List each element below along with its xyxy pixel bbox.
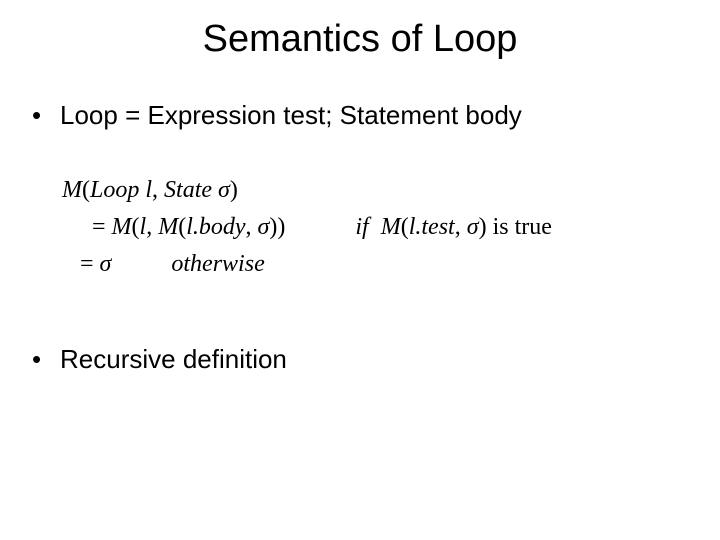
- m1-sigma: σ: [212, 177, 230, 203]
- m1-loop: Loop: [90, 177, 139, 203]
- math-block: M(Loop l, State σ) = M(l, M(l.body, σ)) …: [62, 172, 720, 284]
- math-line-3: = σ otherwise: [62, 246, 720, 283]
- bullet-2: Recursive definition: [0, 343, 720, 376]
- math-line-3-left: = σ: [62, 246, 111, 283]
- m2-istrue: is true: [487, 214, 552, 240]
- m1-M: M: [62, 177, 82, 203]
- math-line-2: = M(l, M(l.body, σ)) if M(l.test, σ) is …: [62, 209, 720, 246]
- m2-close: )): [269, 214, 285, 240]
- bullet-1: Loop = Expression test; Statement body: [0, 99, 720, 132]
- bullet-1-wrap: Loop = Expression test; Statement body: [0, 99, 720, 132]
- m2-close3: ): [479, 214, 487, 240]
- m3-indent: [62, 251, 80, 277]
- m2-comma2: ,: [246, 214, 258, 240]
- bullet-2-wrap: Recursive definition: [0, 343, 720, 376]
- m3-sigma: σ: [100, 251, 112, 277]
- m2-eq: =: [92, 214, 112, 240]
- m1-state: State: [164, 177, 212, 203]
- m2-if: if: [355, 214, 380, 240]
- math-line-3-otherwise: otherwise: [171, 246, 264, 283]
- m3-eq: =: [80, 251, 100, 277]
- m2-comma: ,: [146, 214, 158, 240]
- bullet-list-2: Recursive definition: [0, 343, 720, 376]
- m2-M2: M: [158, 214, 178, 240]
- math-line-1: M(Loop l, State σ): [62, 172, 720, 209]
- math-line-1-left: M(Loop l, State σ): [62, 172, 238, 209]
- bullet-list-1: Loop = Expression test; Statement body: [0, 99, 720, 132]
- m1-comma: ,: [152, 177, 164, 203]
- m1-close: ): [230, 177, 238, 203]
- m1-l: l: [139, 177, 152, 203]
- m2-open3: (: [401, 214, 409, 240]
- m2-comma3: ,: [455, 214, 467, 240]
- math-line-2-left: = M(l, M(l.body, σ)): [62, 209, 285, 246]
- m2-ltest: l.test: [409, 214, 455, 240]
- m2-M1: M: [112, 214, 132, 240]
- m2-M3: M: [381, 214, 401, 240]
- m2-open1: (: [132, 214, 140, 240]
- m2-indent: [62, 214, 92, 240]
- math-line-2-cond: if M(l.test, σ) is true: [355, 209, 552, 246]
- m2-lbody: l.body: [186, 214, 245, 240]
- m2-sigma2: σ: [467, 214, 479, 240]
- m2-sigma: σ: [258, 214, 270, 240]
- slide: Semantics of Loop Loop = Expression test…: [0, 0, 720, 540]
- m1-open: (: [82, 177, 90, 203]
- slide-title: Semantics of Loop: [0, 0, 720, 61]
